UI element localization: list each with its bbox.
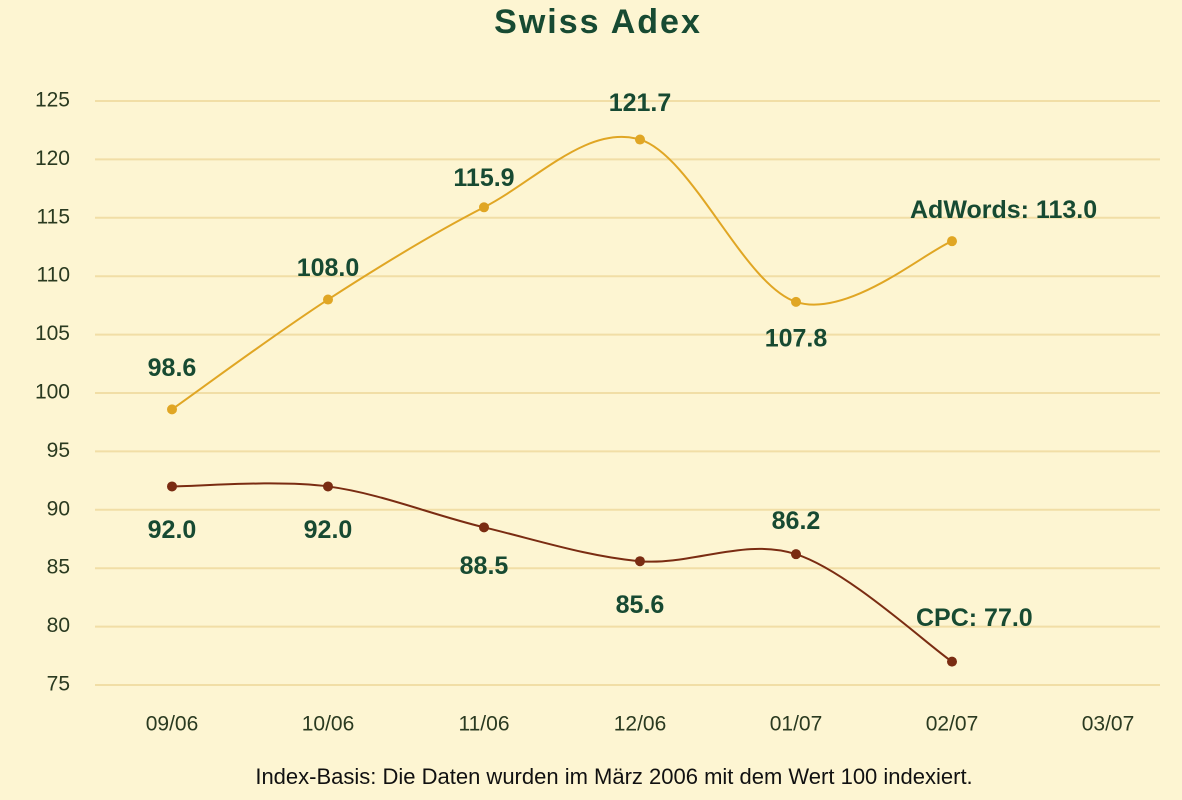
y-tick-label: 75 (47, 673, 70, 696)
data-label: 108.0 (297, 254, 360, 282)
x-tick-label: 11/06 (459, 713, 510, 736)
point (323, 481, 333, 492)
point (947, 656, 957, 667)
data-label: 86.2 (772, 507, 821, 535)
chart-title: Swiss Adex (494, 3, 702, 41)
x-tick-label: 03/07 (1082, 713, 1135, 736)
point (479, 202, 489, 213)
data-label: AdWords: 113.0 (910, 196, 1097, 224)
data-label: 92.0 (148, 516, 197, 544)
data-label: 121.7 (609, 89, 672, 117)
point (167, 404, 177, 415)
x-tick-label: 09/06 (146, 713, 199, 736)
point (479, 522, 489, 533)
series-line (171, 135, 953, 411)
data-label: 107.8 (765, 325, 828, 353)
data-label: 85.6 (616, 591, 665, 619)
y-tick-label: 85 (47, 556, 70, 579)
y-tick-label: 95 (47, 439, 70, 462)
data-label: CPC: 77.0 (916, 604, 1033, 632)
point (791, 296, 801, 307)
x-tick-label: 12/06 (614, 713, 667, 736)
y-tick-label: 120 (35, 147, 70, 170)
point (635, 134, 645, 145)
x-tick-label: 10/06 (302, 713, 355, 736)
y-tick-label: 100 (35, 381, 70, 404)
point (791, 549, 801, 560)
point (635, 556, 645, 567)
y-tick-label: 90 (47, 497, 70, 520)
data-label: 92.0 (304, 516, 353, 544)
y-tick-label: 125 (35, 89, 70, 112)
y-tick-label: 110 (37, 264, 70, 287)
y-tick-label: 80 (47, 614, 70, 637)
footnote: Index-Basis: Die Daten wurden im März 20… (255, 764, 972, 789)
point (323, 294, 333, 305)
x-tick-label: 02/07 (926, 713, 979, 736)
data-label: 98.6 (148, 354, 197, 382)
series-line (171, 482, 953, 663)
x-tick-label: 01/07 (770, 713, 823, 736)
point (167, 481, 177, 492)
point (947, 236, 957, 247)
data-label: 115.9 (453, 164, 514, 192)
data-label: 88.5 (460, 552, 509, 580)
y-tick-label: 115 (37, 205, 70, 228)
y-tick-label: 105 (35, 322, 70, 345)
